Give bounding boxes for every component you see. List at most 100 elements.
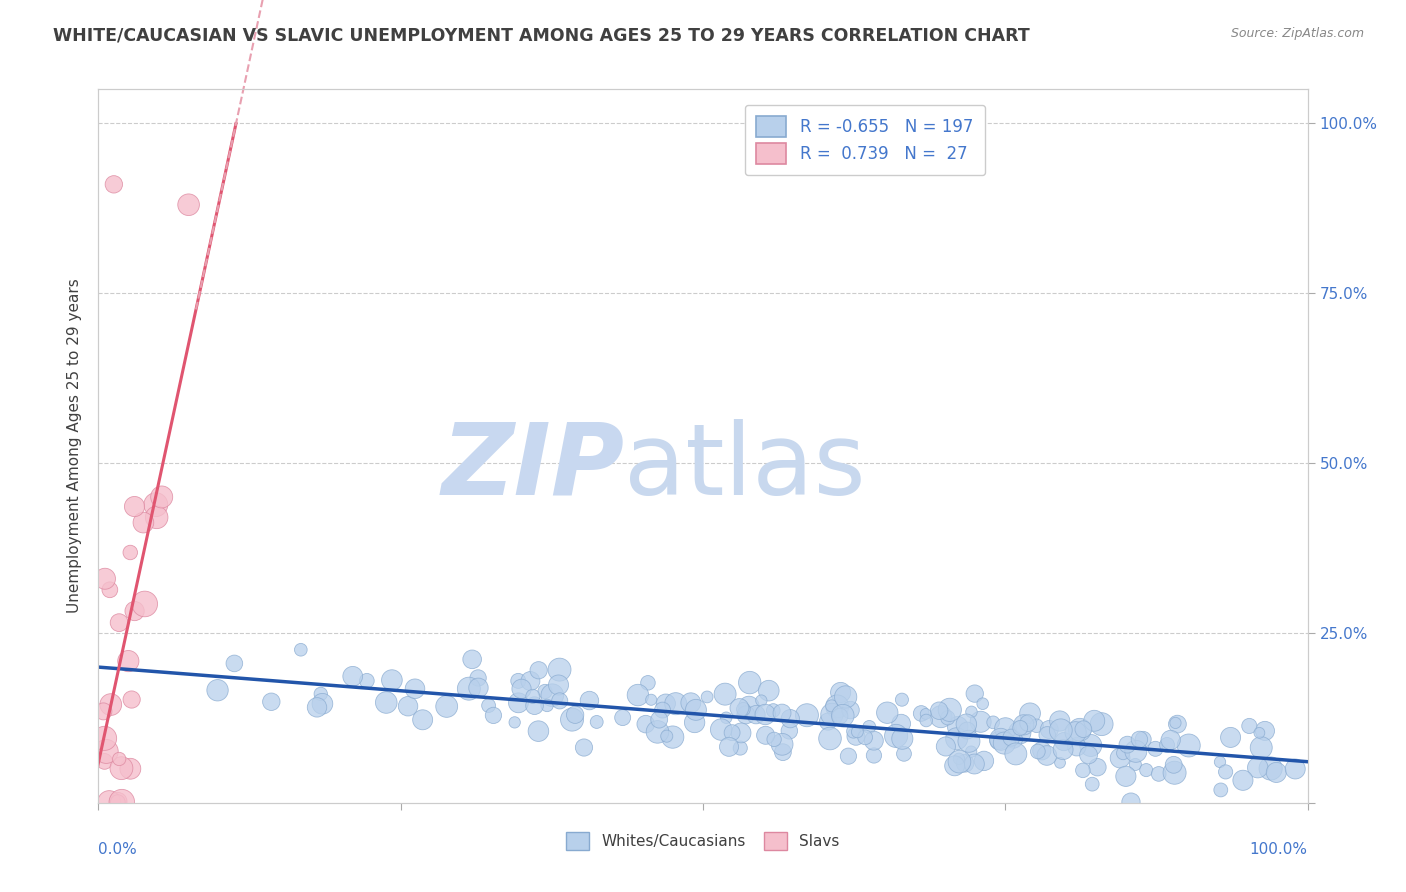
Point: [1160, 733, 1182, 747]
Point: [953, 756, 976, 771]
Point: [572, 740, 595, 755]
Point: [1265, 765, 1288, 780]
Point: [696, 690, 718, 704]
Point: [853, 731, 876, 745]
Point: [117, 654, 139, 668]
Point: [132, 516, 155, 530]
Point: [1135, 763, 1157, 777]
Point: [1209, 755, 1232, 769]
Point: [842, 724, 865, 739]
Point: [763, 732, 786, 747]
Point: [145, 498, 167, 512]
Point: [93, 705, 115, 719]
Point: [1052, 742, 1074, 756]
Point: [1260, 762, 1282, 776]
Point: [1000, 731, 1022, 745]
Point: [963, 757, 986, 772]
Point: [1005, 747, 1028, 761]
Point: [915, 714, 938, 728]
Point: [957, 734, 980, 748]
Point: [93, 755, 115, 769]
Point: [124, 500, 146, 514]
Point: [100, 698, 122, 712]
Point: [755, 728, 778, 742]
Point: [1069, 723, 1091, 737]
Point: [412, 713, 434, 727]
Point: [534, 684, 557, 698]
Point: [1209, 783, 1232, 797]
Point: [1036, 728, 1059, 742]
Point: [721, 725, 744, 739]
Point: [987, 733, 1010, 747]
Point: [1031, 744, 1053, 758]
Point: [945, 731, 967, 746]
Point: [770, 706, 793, 720]
Point: [1071, 764, 1094, 778]
Point: [779, 712, 801, 726]
Point: [914, 706, 936, 721]
Point: [762, 704, 785, 718]
Point: [948, 752, 970, 766]
Point: [1019, 706, 1042, 721]
Point: [1254, 723, 1277, 738]
Point: [461, 652, 484, 666]
Point: [990, 732, 1012, 747]
Point: [94, 572, 117, 586]
Point: [224, 657, 246, 671]
Legend: Whites/Caucasians, Slavs: Whites/Caucasians, Slavs: [560, 826, 846, 855]
Point: [1002, 732, 1025, 747]
Text: 0.0%: 0.0%: [98, 842, 138, 857]
Point: [828, 709, 851, 723]
Point: [564, 707, 586, 722]
Point: [436, 699, 458, 714]
Point: [754, 707, 776, 722]
Point: [1177, 739, 1199, 753]
Point: [311, 697, 333, 711]
Point: [1132, 732, 1154, 747]
Point: [1249, 726, 1271, 740]
Point: [103, 178, 125, 192]
Point: [260, 695, 283, 709]
Point: [655, 729, 678, 743]
Point: [612, 710, 634, 724]
Point: [665, 697, 688, 711]
Point: [1026, 744, 1049, 758]
Point: [1125, 744, 1147, 758]
Point: [839, 703, 862, 717]
Point: [948, 755, 970, 769]
Point: [93, 731, 115, 746]
Point: [1017, 716, 1039, 731]
Point: [655, 697, 678, 711]
Point: [710, 723, 733, 737]
Point: [1091, 717, 1114, 731]
Point: [1125, 757, 1147, 772]
Text: Source: ZipAtlas.com: Source: ZipAtlas.com: [1230, 27, 1364, 40]
Point: [1008, 725, 1031, 739]
Text: 100.0%: 100.0%: [1250, 842, 1308, 857]
Point: [478, 698, 501, 713]
Point: [467, 671, 489, 685]
Point: [994, 722, 1017, 736]
Point: [585, 714, 607, 729]
Point: [817, 714, 839, 729]
Point: [884, 729, 907, 743]
Point: [1219, 731, 1241, 745]
Text: atlas: atlas: [624, 419, 866, 516]
Text: ZIP: ZIP: [441, 419, 624, 516]
Point: [145, 510, 167, 524]
Point: [770, 737, 793, 751]
Point: [523, 698, 546, 713]
Point: [1073, 722, 1095, 736]
Point: [404, 681, 426, 696]
Point: [936, 711, 959, 725]
Point: [548, 694, 571, 708]
Point: [510, 681, 533, 696]
Point: [858, 720, 880, 734]
Point: [738, 699, 761, 714]
Point: [825, 699, 848, 714]
Point: [1112, 746, 1135, 760]
Point: [960, 705, 983, 719]
Point: [956, 723, 979, 738]
Point: [96, 744, 118, 758]
Point: [508, 696, 530, 710]
